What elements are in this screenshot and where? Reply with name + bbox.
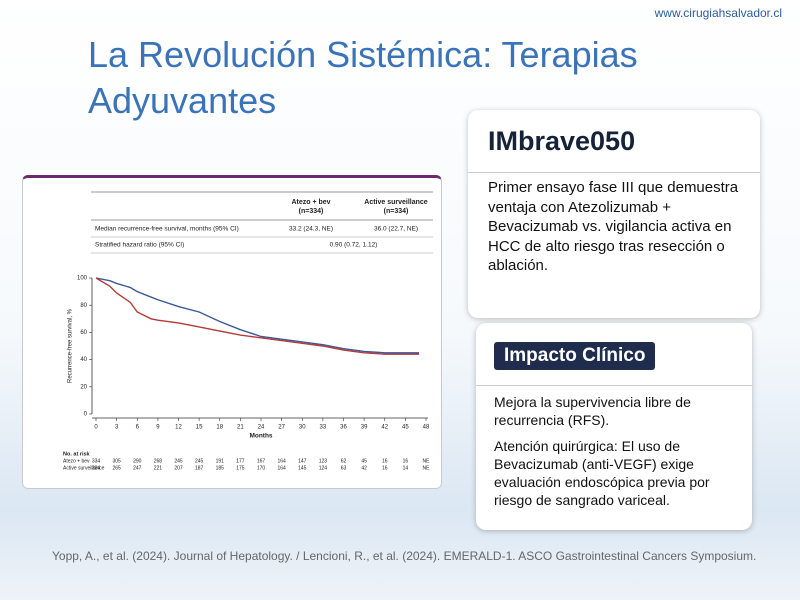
risk-count: 123	[319, 458, 328, 464]
risk-count: 63	[341, 465, 347, 471]
risk-count: 207	[174, 465, 183, 471]
risk-count: 14	[403, 465, 409, 471]
risk-count: 175	[236, 465, 245, 471]
risk-count: 177	[236, 458, 245, 464]
risk-count: 191	[216, 458, 225, 464]
risk-count: 16	[382, 458, 388, 464]
card: Impacto Clínico Mejora la supervivencia …	[476, 323, 752, 530]
risk-count: 145	[298, 465, 307, 471]
x-tick-label: 30	[299, 425, 306, 431]
column-header: (n=334)	[384, 208, 409, 215]
x-tick-label: 21	[237, 425, 244, 431]
risk-row-label: Atezo + bev	[63, 458, 90, 464]
divider	[476, 385, 752, 386]
risk-count: 245	[195, 458, 204, 464]
risk-count: 16	[382, 465, 388, 471]
risk-count: 334	[92, 458, 101, 464]
risk-count: 170	[257, 465, 266, 471]
card-body: Mejora la supervivencia libre de recurre…	[494, 393, 744, 517]
chart: Atezo + bev (n=334) Active surveillance (n=…	[63, 191, 433, 471]
table-cell: 33.2 (24.3, NE)	[289, 226, 333, 233]
x-tick-label: 24	[258, 425, 265, 431]
y-tick-label: 80	[80, 303, 87, 309]
risk-count: 185	[216, 465, 225, 471]
y-tick-label: 40	[80, 357, 87, 363]
x-tick-label: 15	[196, 425, 203, 431]
x-tick-label: 18	[216, 425, 223, 431]
risk-count: NE	[423, 458, 431, 464]
x-tick-label: 6	[136, 425, 140, 431]
x-axis-label: Months	[249, 433, 272, 440]
x-tick-label: 39	[361, 425, 368, 431]
risk-row-label: Active surveillance	[63, 465, 105, 471]
risk-count: 221	[154, 465, 163, 471]
risk-count: 45	[361, 458, 367, 464]
card: IMbrave050 Primer ensayo fase III que de…	[468, 110, 760, 318]
x-tick-label: 0	[94, 425, 98, 431]
x-tick-label: 12	[175, 425, 182, 431]
card-text: Mejora la supervivencia libre de recurre…	[494, 394, 691, 428]
risk-count: 268	[154, 458, 163, 464]
y-axis-label: Recurrence-free survival, %	[68, 308, 74, 383]
y-tick-label: 0	[84, 412, 88, 418]
x-tick-label: 45	[402, 425, 409, 431]
risk-count: 16	[403, 458, 409, 464]
table-cell: 36.0 (22.7, NE)	[374, 226, 418, 233]
x-tick-label: 36	[340, 425, 347, 431]
x-tick-label: 3	[115, 425, 119, 431]
series-line	[95, 277, 420, 354]
risk-count: NE	[423, 465, 431, 471]
row-label: Stratified hazard ratio (95% CI)	[95, 242, 184, 249]
y-tick-label: 100	[77, 276, 88, 282]
risk-title: No. at risk	[63, 451, 91, 457]
table-cell: 0.90 (0.72, 1.12)	[330, 242, 378, 249]
x-tick-label: 27	[278, 425, 285, 431]
risk-count: 247	[133, 465, 142, 471]
risk-count: 290	[133, 458, 142, 464]
y-tick-label: 20	[80, 384, 87, 390]
card-text: Primer ensayo fase III que demuestra ven…	[488, 179, 739, 274]
risk-count: 305	[112, 458, 121, 464]
risk-count: 147	[298, 458, 307, 464]
risk-count: 62	[341, 458, 347, 464]
divider	[468, 172, 760, 173]
column-header: (n=334)	[299, 208, 324, 215]
risk-count: 265	[112, 465, 121, 471]
risk-count: 164	[277, 458, 286, 464]
risk-count: 187	[195, 465, 204, 471]
card-text: Atención quirúrgica: El uso de Bevacizum…	[494, 438, 710, 508]
risk-count: 42	[361, 465, 367, 471]
x-tick-label: 33	[320, 425, 327, 431]
y-tick-label: 60	[80, 330, 87, 336]
x-tick-label: 48	[423, 425, 430, 431]
risk-count: 164	[277, 465, 286, 471]
series-line	[95, 277, 420, 355]
risk-count: 167	[257, 458, 266, 464]
chart-panel: Atezo + bev (n=334) Active surveillance (n=…	[22, 175, 442, 489]
citation: Yopp, A., et al. (2024). Journal of Hepa…	[52, 549, 757, 563]
column-header: Atezo + bev	[291, 199, 330, 206]
risk-count: 334	[92, 465, 101, 471]
card-title: Impacto Clínico	[494, 342, 656, 370]
risk-count: 245	[174, 458, 183, 464]
card-title: IMbrave050	[488, 126, 636, 156]
site-url: www.cirugiahsalvador.cl	[654, 6, 782, 20]
x-tick-label: 9	[156, 425, 160, 431]
row-label: Median recurrence-free survival, months …	[95, 226, 239, 233]
slide-title: La Revolución Sistémica: Terapias Adyuva…	[88, 34, 638, 121]
x-tick-label: 42	[381, 425, 388, 431]
risk-count: 124	[319, 465, 328, 471]
column-header: Active surveillance	[364, 199, 428, 206]
